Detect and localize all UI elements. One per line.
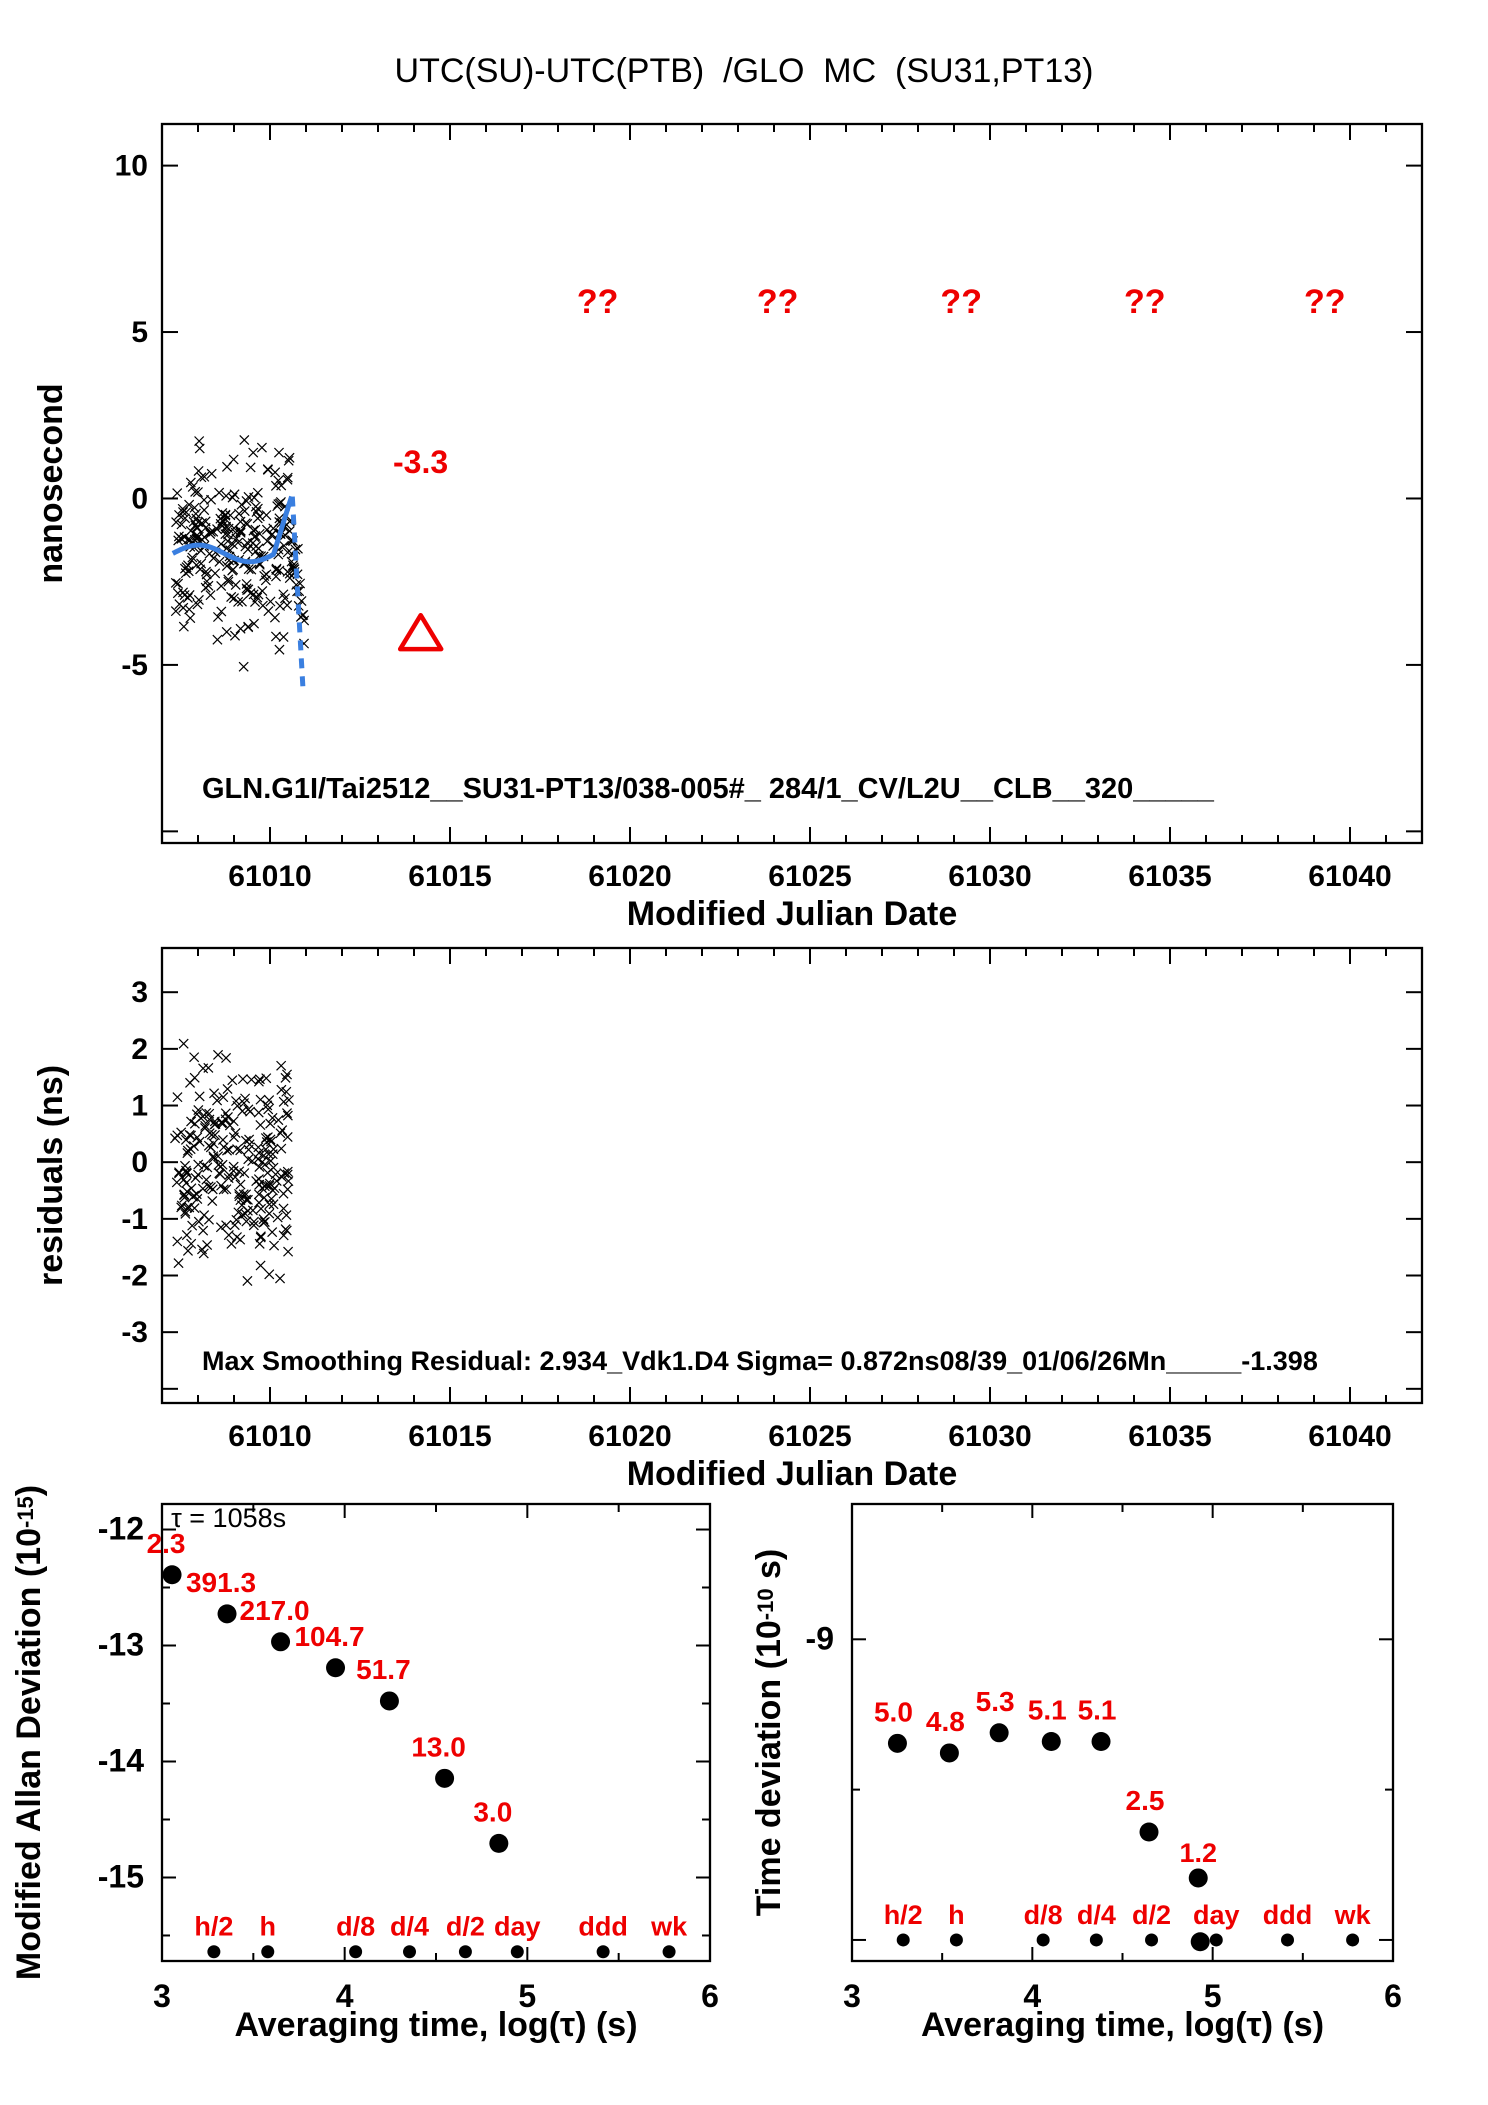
svg-text:day: day bbox=[1193, 1900, 1240, 1930]
svg-text:h/2: h/2 bbox=[194, 1912, 233, 1942]
svg-text:wk: wk bbox=[650, 1912, 688, 1942]
svg-text:61025: 61025 bbox=[768, 1420, 851, 1453]
svg-text:Max Smoothing Residual: 2.934_: Max Smoothing Residual: 2.934_Vdk1.D4 Si… bbox=[202, 1346, 1318, 1376]
svg-text:-13: -13 bbox=[98, 1627, 144, 1663]
svg-text:d/8: d/8 bbox=[336, 1912, 375, 1942]
svg-text:3: 3 bbox=[153, 1978, 171, 2014]
svg-text:6: 6 bbox=[701, 1978, 719, 2014]
svg-text:61015: 61015 bbox=[408, 1420, 491, 1453]
svg-text:13.0: 13.0 bbox=[411, 1731, 466, 1762]
svg-text:61020: 61020 bbox=[588, 860, 671, 893]
svg-text:61010: 61010 bbox=[228, 1420, 311, 1453]
svg-text:ddd: ddd bbox=[1263, 1900, 1312, 1930]
svg-text:61030: 61030 bbox=[948, 860, 1031, 893]
svg-text:2: 2 bbox=[131, 1033, 148, 1066]
svg-text:residuals (ns): residuals (ns) bbox=[32, 1065, 70, 1286]
svg-text:d/2: d/2 bbox=[1132, 1900, 1171, 1930]
svg-text:τ = 1058s: τ = 1058s bbox=[171, 1503, 286, 1533]
svg-text:GLN.G1I/Tai2512__SU31-PT13/038: GLN.G1I/Tai2512__SU31-PT13/038-005#_ 284… bbox=[202, 773, 1215, 805]
svg-text:61025: 61025 bbox=[768, 860, 851, 893]
svg-text:d/4: d/4 bbox=[390, 1912, 429, 1942]
svg-text:wk: wk bbox=[1334, 1900, 1372, 1930]
svg-text:-2: -2 bbox=[121, 1260, 148, 1293]
svg-text:d/4: d/4 bbox=[1077, 1900, 1116, 1930]
svg-text:61010: 61010 bbox=[228, 860, 311, 893]
svg-text:??: ?? bbox=[1124, 283, 1166, 321]
svg-text:3: 3 bbox=[131, 976, 148, 1009]
svg-text:61035: 61035 bbox=[1128, 860, 1211, 893]
svg-text:ddd: ddd bbox=[578, 1912, 627, 1942]
svg-text:Averaging time, log(τ) (s): Averaging time, log(τ) (s) bbox=[921, 2006, 1324, 2044]
svg-text:??: ?? bbox=[1304, 283, 1346, 321]
svg-text:5.1: 5.1 bbox=[1078, 1695, 1117, 1726]
svg-text:day: day bbox=[494, 1912, 541, 1942]
svg-text:d/2: d/2 bbox=[446, 1912, 485, 1942]
svg-text:3.0: 3.0 bbox=[473, 1796, 512, 1827]
svg-text:d/8: d/8 bbox=[1024, 1900, 1063, 1930]
svg-text:-5: -5 bbox=[121, 649, 148, 682]
svg-text:5.3: 5.3 bbox=[976, 1686, 1015, 1717]
svg-text:61040: 61040 bbox=[1308, 1420, 1391, 1453]
svg-text:??: ?? bbox=[757, 283, 799, 321]
svg-text:h: h bbox=[260, 1912, 277, 1942]
svg-text:391.3: 391.3 bbox=[186, 1567, 256, 1598]
svg-text:3: 3 bbox=[843, 1978, 861, 2014]
svg-text:Modified Julian Date: Modified Julian Date bbox=[627, 895, 958, 933]
svg-text:1: 1 bbox=[131, 1090, 148, 1123]
svg-text:UTC(SU)-UTC(PTB) /GLO MC (S: UTC(SU)-UTC(PTB) /GLO MC (SU31,PT13) bbox=[395, 52, 1094, 90]
svg-text:Modified Julian Date: Modified Julian Date bbox=[627, 1455, 958, 1493]
svg-text:-3.3: -3.3 bbox=[393, 444, 448, 480]
svg-text:??: ?? bbox=[577, 283, 619, 321]
svg-text:0: 0 bbox=[131, 1146, 148, 1179]
svg-text:51.7: 51.7 bbox=[356, 1654, 411, 1685]
svg-text:2.5: 2.5 bbox=[1126, 1785, 1165, 1816]
svg-text:-3: -3 bbox=[121, 1316, 148, 1349]
svg-text:1.2: 1.2 bbox=[1179, 1838, 1217, 1868]
svg-text:5: 5 bbox=[131, 316, 148, 349]
svg-text:Modified Allan Deviation (10-1: Modified Allan Deviation (10-15) bbox=[10, 1485, 48, 1980]
svg-text:-15: -15 bbox=[98, 1858, 144, 1894]
svg-text:0: 0 bbox=[131, 482, 148, 515]
svg-text:-1: -1 bbox=[121, 1203, 148, 1236]
svg-text:??: ?? bbox=[940, 283, 982, 321]
svg-text:h: h bbox=[948, 1900, 965, 1930]
svg-text:5.0: 5.0 bbox=[874, 1696, 913, 1727]
svg-text:-9: -9 bbox=[806, 1620, 834, 1656]
svg-text:-12: -12 bbox=[98, 1511, 144, 1547]
svg-text:104.7: 104.7 bbox=[294, 1621, 364, 1652]
svg-text:5.1: 5.1 bbox=[1028, 1695, 1067, 1726]
svg-text:-14: -14 bbox=[98, 1743, 144, 1779]
svg-text:4.8: 4.8 bbox=[926, 1706, 965, 1737]
svg-text:61015: 61015 bbox=[408, 860, 491, 893]
svg-text:61030: 61030 bbox=[948, 1420, 1031, 1453]
svg-text:6: 6 bbox=[1384, 1978, 1402, 2014]
svg-text:61020: 61020 bbox=[588, 1420, 671, 1453]
svg-text:Averaging time, log(τ) (s): Averaging time, log(τ) (s) bbox=[234, 2006, 637, 2044]
svg-text:61035: 61035 bbox=[1128, 1420, 1211, 1453]
svg-text:nanosecond: nanosecond bbox=[32, 383, 70, 583]
svg-text:61040: 61040 bbox=[1308, 860, 1391, 893]
svg-text:h/2: h/2 bbox=[884, 1900, 923, 1930]
svg-text:10: 10 bbox=[115, 150, 148, 183]
